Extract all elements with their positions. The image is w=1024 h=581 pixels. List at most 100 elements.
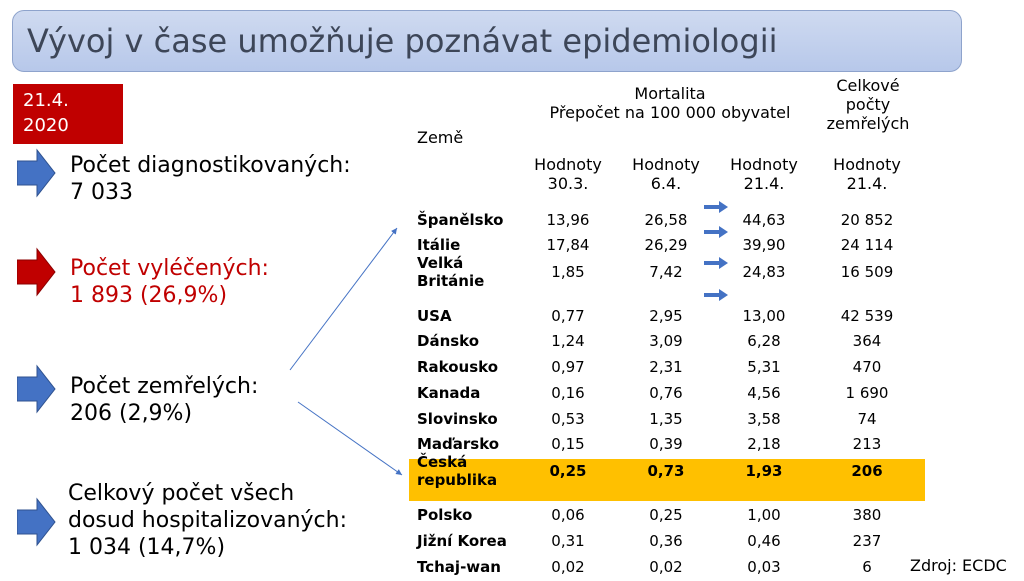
right-arrow-icon — [17, 247, 56, 297]
mortality-cell: 0,25 — [549, 462, 587, 480]
country-name: Španělsko — [417, 211, 504, 229]
mortality-cell: 0,25 — [649, 506, 683, 524]
highlight-row — [409, 459, 925, 501]
stat-hospitalized-value: 1 034 (14,7%) — [68, 535, 226, 560]
date-badge: 21.4. 2020 — [13, 84, 123, 144]
header-mortality-line2: Přepočet na 100 000 obyvatel — [549, 103, 791, 122]
country-name: Dánsko — [417, 332, 480, 350]
column-header: Hodnoty 6.4. — [621, 155, 711, 193]
column-header: Hodnoty 30.3. — [523, 155, 613, 193]
total-deaths-cell: 470 — [852, 358, 882, 376]
mortality-cell: 13,00 — [742, 307, 786, 325]
mortality-cell: 2,31 — [649, 358, 683, 376]
stat-hospitalized: Celkový počet všech dosud hospitalizovan… — [68, 480, 347, 561]
slide-title: Vývoj v čase umožňuje poznávat epidemiol… — [12, 10, 962, 72]
mortality-cell: 0,06 — [551, 506, 585, 524]
mortality-cell: 17,84 — [546, 236, 590, 254]
stat-deaths-label: Počet zemřelých: — [70, 374, 259, 399]
mortality-cell: 1,85 — [551, 263, 585, 281]
mortality-cell: 0,39 — [649, 435, 683, 453]
date-line2: 2020 — [23, 115, 69, 136]
right-arrow-icon — [17, 364, 56, 414]
right-arrow-icon — [17, 497, 56, 547]
mortality-cell: 0,31 — [551, 532, 585, 550]
right-arrow-icon — [17, 148, 56, 198]
column-header-line2: 21.4. — [846, 174, 888, 193]
column-header-line1: Hodnoty — [534, 155, 602, 174]
country-name: USA — [417, 307, 452, 325]
header-totals-line3: zemřelých — [826, 114, 910, 133]
column-header-line2: 21.4. — [743, 174, 785, 193]
mortality-cell: 5,31 — [747, 358, 781, 376]
right-arrow-icon — [704, 226, 728, 238]
mortality-cell: 0,97 — [551, 358, 585, 376]
mortality-cell: 7,42 — [649, 263, 683, 281]
country-name: Velká Británie — [417, 254, 485, 290]
mortality-cell: 2,18 — [747, 435, 781, 453]
right-arrow-icon — [704, 257, 728, 269]
mortality-cell: 0,53 — [551, 410, 585, 428]
connector-up-line — [289, 227, 398, 371]
mortality-cell: 1,00 — [747, 506, 781, 524]
total-deaths-cell: 206 — [851, 462, 883, 480]
mortality-cell: 44,63 — [742, 211, 786, 229]
header-mortality: Mortalita Přepočet na 100 000 obyvatel — [530, 84, 810, 122]
total-deaths-cell: 74 — [857, 410, 877, 428]
mortality-cell: 4,56 — [747, 384, 781, 402]
stat-hospitalized-label-1: Celkový počet všech — [68, 481, 295, 506]
stat-deaths: Počet zemřelých: 206 (2,9%) — [70, 373, 258, 427]
connector-down-line — [297, 401, 403, 476]
mortality-cell: 2,95 — [649, 307, 683, 325]
source-note: Zdroj: ECDC — [910, 556, 1007, 575]
mortality-cell: 26,58 — [644, 211, 688, 229]
total-deaths-cell: 16 509 — [840, 263, 894, 281]
mortality-cell: 39,90 — [742, 236, 786, 254]
stat-recovered-label: Počet vyléčených: — [70, 256, 269, 281]
country-name: Kanada — [417, 384, 481, 402]
column-header: Hodnoty 21.4. — [822, 155, 912, 193]
mortality-cell: 0,03 — [747, 558, 781, 576]
stat-deaths-value: 206 (2,9%) — [70, 401, 193, 426]
total-deaths-cell: 24 114 — [840, 236, 894, 254]
total-deaths-cell: 42 539 — [840, 307, 894, 325]
total-deaths-cell: 20 852 — [840, 211, 894, 229]
stat-diagnosed-value: 7 033 — [70, 180, 133, 205]
header-totals-line2: počty — [845, 95, 891, 114]
mortality-cell: 26,29 — [644, 236, 688, 254]
mortality-cell: 1,24 — [551, 332, 585, 350]
country-name: Česká republika — [417, 453, 498, 489]
mortality-cell: 3,58 — [747, 410, 781, 428]
country-name: Itálie — [417, 236, 461, 254]
column-header-line1: Hodnoty — [632, 155, 700, 174]
mortality-cell: 0,46 — [747, 532, 781, 550]
mortality-cell: 0,02 — [649, 558, 683, 576]
mortality-cell: 3,09 — [649, 332, 683, 350]
country-name: Polsko — [417, 506, 473, 524]
column-header-line2: 30.3. — [547, 174, 589, 193]
mortality-cell: 0,73 — [647, 462, 685, 480]
mortality-cell: 0,02 — [551, 558, 585, 576]
header-totals-line1: Celkové — [836, 76, 900, 95]
total-deaths-cell: 1 690 — [845, 384, 889, 402]
stat-diagnosed-label: Počet diagnostikovaných: — [70, 153, 351, 178]
country-name: Rakousko — [417, 358, 499, 376]
column-header-line1: Hodnoty — [730, 155, 798, 174]
country-name: Slovinsko — [417, 410, 498, 428]
column-header: Hodnoty 21.4. — [719, 155, 809, 193]
right-arrow-icon — [704, 201, 728, 213]
mortality-cell: 1,93 — [745, 462, 783, 480]
date-line1: 21.4. — [23, 90, 69, 111]
stat-hospitalized-label-2: dosud hospitalizovaných: — [68, 508, 347, 533]
stat-recovered: Počet vyléčených: 1 893 (26,9%) — [70, 255, 269, 309]
header-totals: Celkové počty zemřelých — [818, 76, 918, 133]
mortality-cell: 13,96 — [546, 211, 590, 229]
mortality-cell: 6,28 — [747, 332, 781, 350]
mortality-cell: 0,15 — [551, 435, 585, 453]
mortality-cell: 0,36 — [649, 532, 683, 550]
header-country: Země — [417, 128, 464, 147]
header-mortality-line1: Mortalita — [634, 84, 706, 103]
total-deaths-cell: 6 — [862, 558, 872, 576]
country-name: Tchaj-wan — [417, 558, 501, 576]
stat-recovered-value: 1 893 (26,9%) — [70, 283, 228, 308]
country-name: Maďarsko — [417, 435, 500, 453]
